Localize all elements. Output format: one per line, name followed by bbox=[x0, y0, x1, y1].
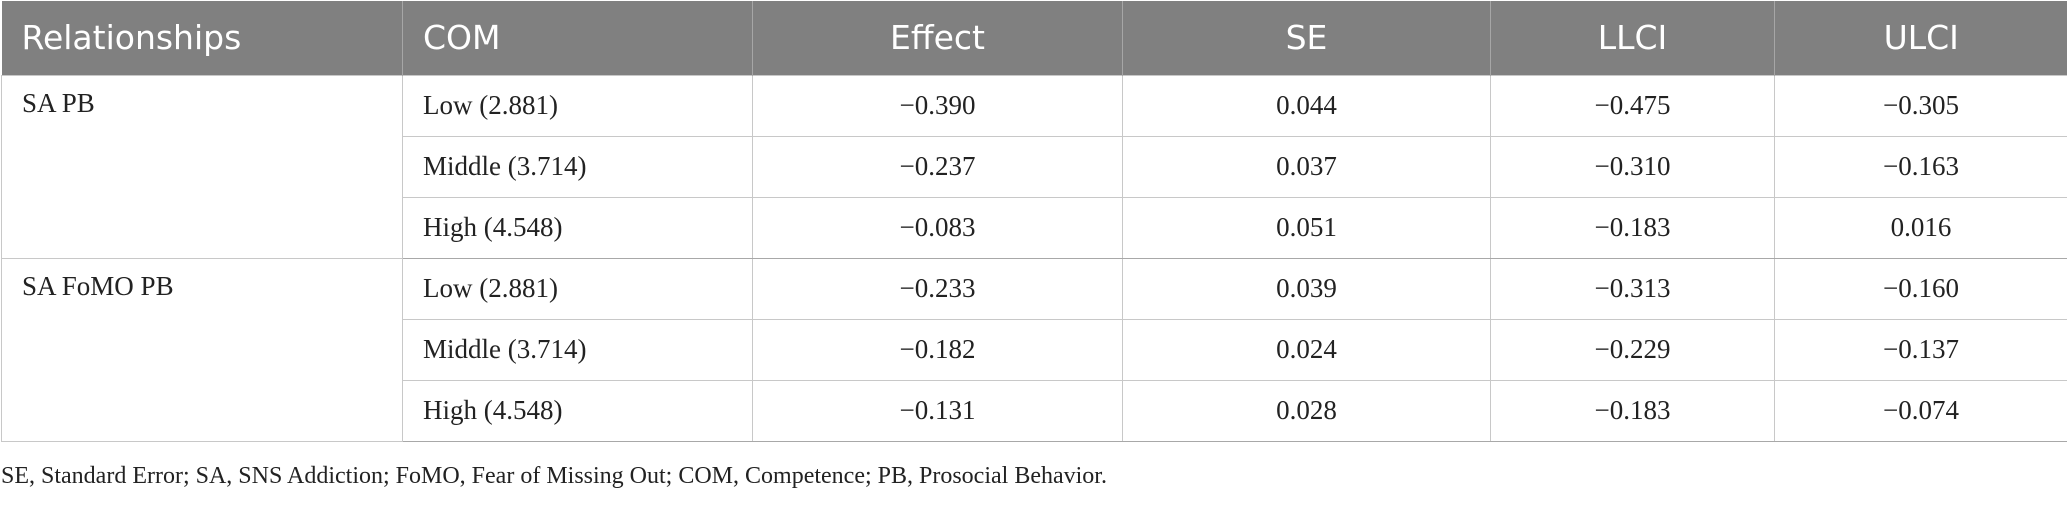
header-llci: LLCI bbox=[1490, 1, 1775, 75]
ulci-cell: −0.163 bbox=[1774, 135, 2067, 198]
ulci-cell: −0.074 bbox=[1774, 379, 2067, 442]
relationship-cell: SA FoMO PB bbox=[1, 257, 403, 442]
effect-cell: −0.131 bbox=[752, 379, 1123, 442]
header-effect: Effect bbox=[752, 1, 1123, 75]
llci-cell: −0.183 bbox=[1490, 379, 1775, 442]
ulci-cell: −0.137 bbox=[1774, 318, 2067, 381]
relationship-cell: SA PB bbox=[1, 74, 403, 259]
se-cell: 0.039 bbox=[1122, 257, 1491, 320]
llci-cell: −0.313 bbox=[1490, 257, 1775, 320]
llci-cell: −0.183 bbox=[1490, 196, 1775, 259]
se-cell: 0.024 bbox=[1122, 318, 1491, 381]
results-table: Relationships COM Effect SE LLCI ULCI SA… bbox=[1, 1, 2067, 442]
effect-cell: −0.182 bbox=[752, 318, 1123, 381]
effect-cell: −0.233 bbox=[752, 257, 1123, 320]
effect-cell: −0.390 bbox=[752, 74, 1123, 137]
com-cell: Low (2.881) bbox=[402, 257, 753, 320]
effect-cell: −0.083 bbox=[752, 196, 1123, 259]
table-row: High (4.548) −0.131 0.028 −0.183 −0.074 bbox=[2, 379, 2067, 442]
table-row: SA FoMO PB Low (2.881) −0.233 0.039 −0.3… bbox=[1, 257, 2067, 442]
header-relationships: Relationships bbox=[1, 1, 403, 75]
llci-cell: −0.475 bbox=[1490, 74, 1775, 137]
ulci-cell: 0.016 bbox=[1774, 196, 2067, 259]
se-cell: 0.051 bbox=[1122, 196, 1491, 259]
ulci-cell: −0.160 bbox=[1774, 257, 2067, 320]
effect-cell: −0.237 bbox=[752, 135, 1123, 198]
header-ulci: ULCI bbox=[1774, 1, 2067, 75]
header-se: SE bbox=[1122, 1, 1491, 75]
com-cell: High (4.548) bbox=[402, 196, 753, 259]
header-com: COM bbox=[402, 1, 753, 75]
com-cell: High (4.548) bbox=[402, 379, 753, 442]
table-row: High (4.548) −0.083 0.051 −0.183 0.016 bbox=[2, 196, 2067, 259]
se-cell: 0.037 bbox=[1122, 135, 1491, 198]
table-row: SA PB Low (2.881) −0.390 0.044 −0.475 −0… bbox=[1, 74, 2067, 259]
llci-cell: −0.310 bbox=[1490, 135, 1775, 198]
llci-cell: −0.229 bbox=[1490, 318, 1775, 381]
se-cell: 0.028 bbox=[1122, 379, 1491, 442]
table-row: Middle (3.714) −0.182 0.024 −0.229 −0.13… bbox=[2, 318, 2067, 381]
com-cell: Low (2.881) bbox=[402, 74, 753, 137]
com-cell: Middle (3.714) bbox=[402, 318, 753, 381]
table-footnote: SE, Standard Error; SA, SNS Addiction; F… bbox=[1, 463, 1107, 489]
se-cell: 0.044 bbox=[1122, 74, 1491, 137]
header-row: Relationships COM Effect SE LLCI ULCI bbox=[1, 1, 2067, 75]
ulci-cell: −0.305 bbox=[1774, 74, 2067, 137]
com-cell: Middle (3.714) bbox=[402, 135, 753, 198]
